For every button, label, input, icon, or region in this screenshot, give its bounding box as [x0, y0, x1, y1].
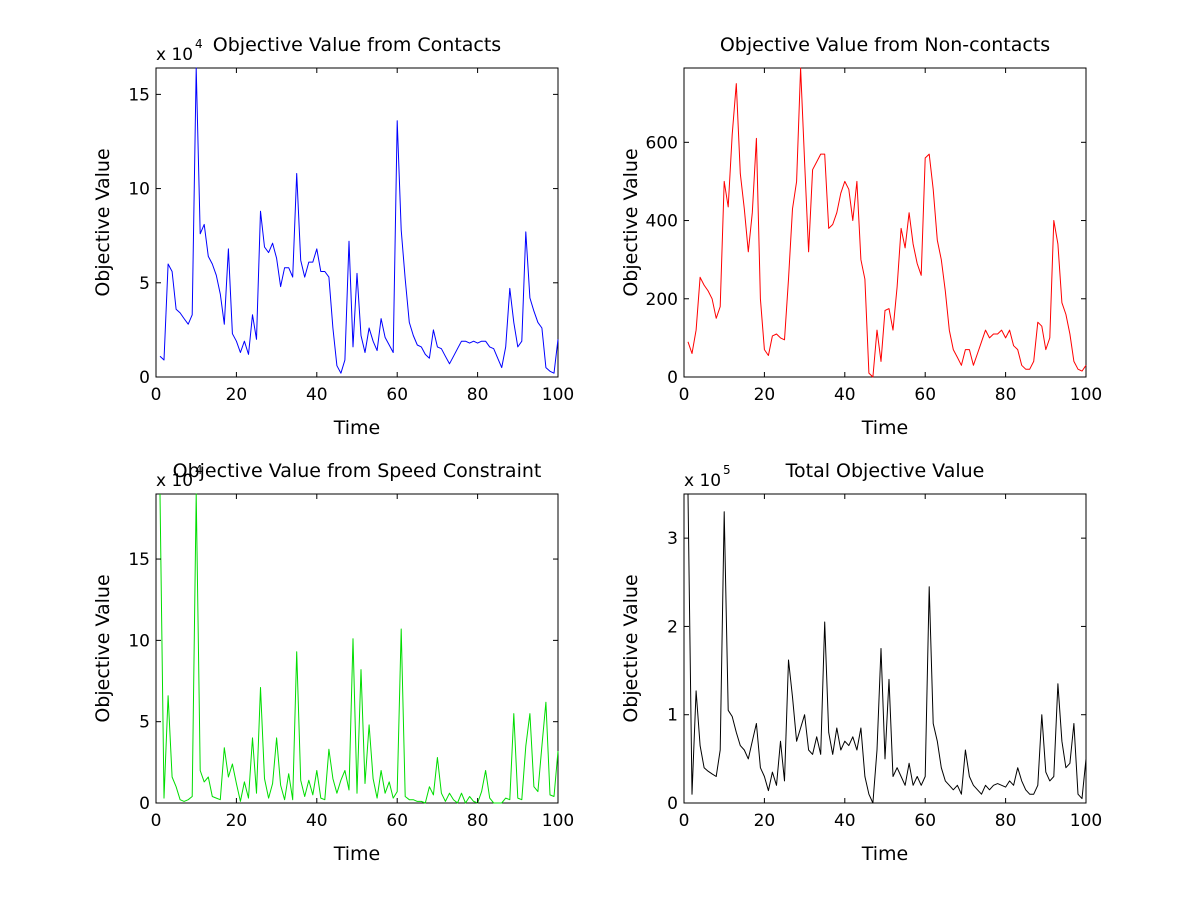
y-multiplier-exponent: 4 — [195, 463, 203, 477]
y-axis-label: Objective Value — [620, 148, 642, 296]
x-tick-label: 0 — [151, 811, 162, 831]
subplot-contacts: 0 20 40 60 80 100 0 5 10 15 Time Objective Value Obj… — [92, 34, 574, 439]
plot-area — [155, 67, 559, 378]
plot-area — [683, 67, 1087, 378]
x-axis-label: Time — [333, 417, 381, 439]
subplot-total: 0 20 40 60 80 100 0 1 2 3 Time Objective Value Total… — [620, 460, 1102, 865]
x-tick-label: 60 — [386, 811, 408, 831]
x-axis-label: Time — [861, 417, 909, 439]
y-multiplier: x 10 — [156, 471, 193, 491]
y-tick-label: 0 — [667, 794, 678, 814]
y-multiplier-exponent: 5 — [723, 463, 731, 477]
y-tick-label: 10 — [128, 631, 150, 651]
x-tick-label: 0 — [151, 385, 162, 405]
x-tick-label: 40 — [834, 811, 856, 831]
x-tick-label: 80 — [995, 385, 1017, 405]
x-tick-label: 40 — [306, 811, 328, 831]
x-tick-label: 20 — [754, 385, 776, 405]
x-tick-label: 80 — [467, 385, 489, 405]
x-axis-label: Time — [333, 843, 381, 865]
y-tick-label: 0 — [139, 368, 150, 388]
chart-title: Total Objective Value — [785, 460, 985, 482]
x-tick-label: 100 — [542, 385, 574, 405]
y-tick-label: 400 — [646, 212, 678, 232]
y-tick-label: 200 — [646, 290, 678, 310]
y-multiplier: x 10 — [156, 45, 193, 65]
chart-title: Objective Value from Contacts — [213, 34, 501, 56]
x-tick-label: 100 — [1070, 385, 1102, 405]
subplot-non-contacts: 0 20 40 60 80 100 0 200 400 600 Time Objective Valu… — [620, 34, 1102, 439]
y-tick-label: 1 — [667, 706, 678, 726]
y-tick-label: 10 — [128, 180, 150, 200]
series-line — [159, 67, 559, 374]
x-axis-label: Time — [861, 843, 909, 865]
x-tick-label: 60 — [914, 385, 936, 405]
x-tick-label: 80 — [467, 811, 489, 831]
x-tick-label: 100 — [1070, 811, 1102, 831]
chart-title: Objective Value from Non-contacts — [720, 34, 1050, 56]
y-tick-label: 3 — [667, 529, 678, 549]
x-tick-label: 0 — [679, 811, 690, 831]
x-tick-label: 20 — [754, 811, 776, 831]
plot-area — [155, 493, 559, 804]
x-tick-label: 80 — [995, 811, 1017, 831]
subplot-speed-constraint: 0 20 40 60 80 100 0 5 10 15 Time Objective Value Obj… — [92, 460, 574, 865]
y-multiplier: x 10 — [684, 471, 721, 491]
x-tick-label: 40 — [834, 385, 856, 405]
y-axis-label: Objective Value — [92, 574, 114, 722]
y-tick-label: 600 — [646, 133, 678, 153]
y-axis-label: Objective Value — [92, 148, 114, 296]
x-tick-label: 60 — [386, 385, 408, 405]
y-tick-label: 2 — [667, 617, 678, 637]
x-tick-label: 100 — [542, 811, 574, 831]
series-line — [159, 493, 559, 804]
x-tick-label: 20 — [226, 811, 248, 831]
y-tick-label: 0 — [667, 368, 678, 388]
x-tick-label: 20 — [226, 385, 248, 405]
x-tick-label: 60 — [914, 811, 936, 831]
series-line — [687, 493, 1087, 804]
y-tick-label: 15 — [128, 550, 150, 570]
y-tick-label: 5 — [139, 713, 150, 733]
y-tick-label: 15 — [128, 85, 150, 105]
y-tick-label: 0 — [139, 794, 150, 814]
series-line — [687, 67, 1087, 378]
y-axis-label: Objective Value — [620, 574, 642, 722]
x-tick-label: 40 — [306, 385, 328, 405]
chart-title: Objective Value from Speed Constraint — [173, 460, 542, 482]
x-tick-label: 0 — [679, 385, 690, 405]
y-multiplier-exponent: 4 — [195, 37, 203, 51]
y-tick-label: 5 — [139, 274, 150, 294]
